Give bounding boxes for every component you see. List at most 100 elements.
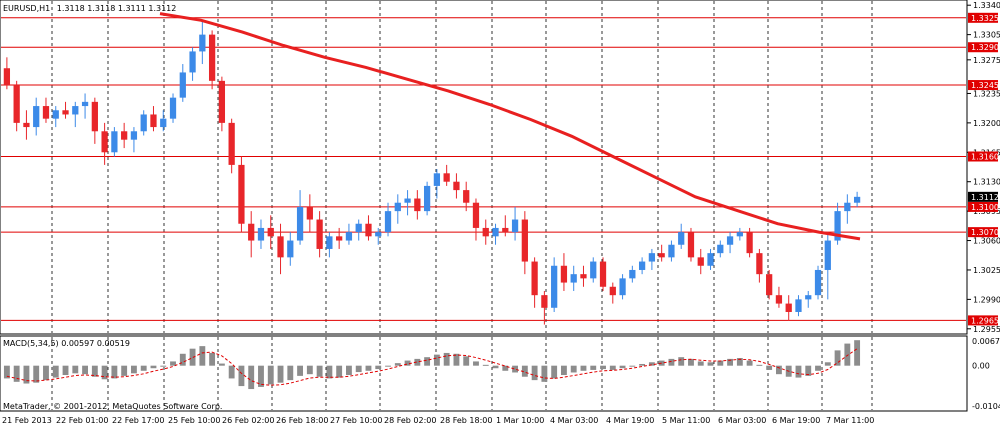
macd-tick-2: -0.01043 (972, 402, 1000, 411)
macd-bar-2 (23, 365, 30, 384)
candle-body-80 (785, 303, 792, 312)
macd-bar-66 (648, 362, 655, 366)
candle-body-71 (697, 257, 704, 266)
time-tick-8: 28 Feb 18:00 (440, 416, 492, 425)
macd-bar-46 (453, 353, 460, 366)
price-tick-9: 1.3025 (973, 266, 1000, 275)
macd-bar-0 (3, 365, 10, 379)
macd-bar-16 (160, 365, 167, 367)
candle-body-23 (228, 122, 235, 165)
macd-bar-35 (346, 365, 352, 376)
macd-bar-59 (580, 365, 587, 371)
candle-body-21 (208, 34, 216, 81)
macd-bar-27 (267, 365, 274, 385)
macd-bar-57 (561, 365, 567, 376)
macd-bar-37 (365, 365, 372, 371)
macd-bar-47 (463, 356, 470, 366)
candle-body-51 (502, 227, 509, 233)
candle-body-10 (101, 131, 108, 153)
macd-bar-43 (424, 357, 431, 366)
macd-bar-68 (668, 358, 675, 366)
price-tick-3: 1.3235 (973, 89, 1000, 98)
candle-body-52 (511, 219, 519, 233)
candle-body-36 (355, 223, 362, 233)
macd-bar-26 (258, 365, 264, 387)
candle-body-20 (199, 34, 206, 52)
level-tag-box-6 (968, 315, 998, 326)
price-tick-1: 1.3305 (973, 31, 1000, 40)
candle-body-7 (72, 106, 79, 115)
candle-body-62 (609, 286, 616, 296)
macd-bar-48 (473, 361, 479, 366)
candle-body-5 (52, 110, 59, 119)
candle-body-46 (453, 181, 460, 191)
macd-bar-6 (62, 365, 69, 376)
current-price-box (968, 191, 998, 202)
macd-bar-63 (619, 365, 626, 369)
candle-body-83 (814, 269, 822, 296)
candle-body-2 (23, 122, 30, 128)
macd-bar-24 (238, 365, 245, 387)
candle-body-61 (599, 261, 607, 287)
level-tag-box-0 (968, 12, 998, 23)
macd-bar-25 (248, 365, 255, 390)
level-tag-2: 1.3245 (971, 81, 999, 90)
candle-body-48 (472, 202, 480, 228)
macd-ticks: 0.00675 0.00 -0.01043 (972, 337, 1000, 411)
candle-body-63 (619, 278, 626, 296)
candle-body-70 (687, 232, 695, 258)
candle-body-78 (766, 274, 773, 296)
macd-bar-77 (756, 364, 763, 366)
level-tag-box-1 (968, 42, 998, 53)
macd-bar-9 (91, 365, 98, 377)
macd-bar-22 (218, 363, 225, 366)
candle-body-77 (756, 253, 763, 275)
candle-body-1 (13, 85, 20, 123)
macd-bar-30 (297, 365, 303, 376)
macd-bar-58 (570, 365, 577, 373)
time-tick-12: 5 Mar 11:00 (662, 416, 710, 425)
macd-bar-39 (385, 365, 391, 367)
level-tag-6: 1.2965 (971, 316, 999, 325)
candle-body-74 (726, 236, 734, 245)
candle-body-22 (218, 80, 226, 123)
macd-bar-82 (805, 365, 812, 376)
macd-bar-52 (512, 365, 518, 373)
candle-body-73 (717, 244, 724, 254)
level-tag-box-4 (968, 201, 998, 212)
level-tags: 1.3325 1.3290 1.3245 1.3160 1.3100 1.3070 1.29… (968, 12, 999, 326)
candle-body-45 (443, 173, 450, 182)
candle-body-29 (287, 240, 294, 258)
macd-bar-40 (394, 363, 401, 366)
macd-bar-45 (443, 352, 450, 366)
level-tag-0: 1.3325 (971, 14, 999, 23)
macd-bar-21 (209, 352, 216, 366)
candles (3, 22, 861, 325)
candle-body-8 (81, 101, 89, 107)
candle-body-75 (736, 232, 743, 237)
candle-body-18 (179, 72, 186, 98)
macd-bar-36 (355, 365, 362, 373)
time-tick-6: 27 Feb 10:00 (330, 416, 382, 425)
macd-bar-34 (336, 365, 343, 378)
candle-body-81 (795, 299, 802, 312)
price-tick-6: 1.3130 (973, 178, 1000, 187)
macd-bar-50 (492, 365, 499, 369)
candle-body-82 (805, 295, 812, 300)
macd-bar-70 (688, 358, 694, 366)
macd-bar-5 (52, 365, 59, 378)
macd-bar-49 (482, 364, 489, 366)
macd-histogram (3, 340, 861, 390)
macd-bar-44 (433, 354, 440, 366)
macd-bar-55 (541, 365, 548, 382)
candle-body-31 (306, 206, 313, 220)
symbol-label: EURUSD,H1 (3, 4, 50, 13)
candle-body-6 (62, 110, 69, 115)
time-tick-2: 22 Feb 17:00 (112, 416, 164, 425)
time-tick-7: 28 Feb 02:00 (384, 416, 436, 425)
candle-body-4 (42, 106, 50, 119)
candle-body-72 (707, 253, 714, 266)
macd-bar-13 (131, 365, 137, 374)
macd-bar-4 (43, 365, 49, 381)
price-tick-2: 1.3275 (973, 56, 1000, 65)
